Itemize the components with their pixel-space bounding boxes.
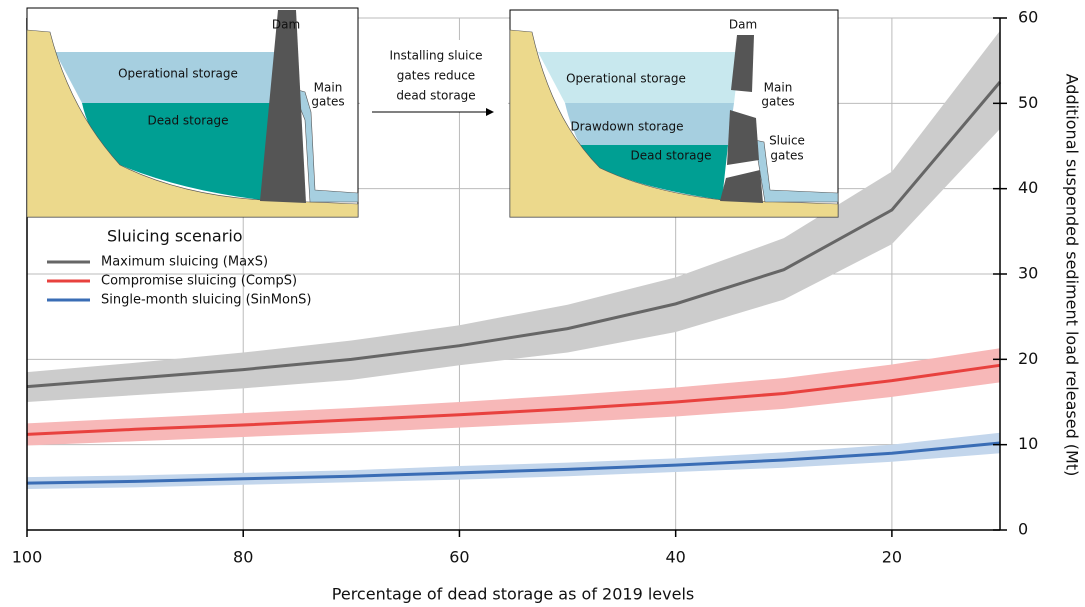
diagram-label: gates <box>761 95 794 109</box>
diagram-label: gates <box>311 95 344 109</box>
diagram-label: Operational storage <box>566 72 686 86</box>
legend-title: Sluicing scenario <box>107 227 243 246</box>
y-tick-label: 0 <box>1018 520 1028 539</box>
legend-label: Compromise sluicing (CompS) <box>101 274 297 289</box>
dead-area <box>82 103 272 200</box>
diagram-label: Dam <box>729 18 757 32</box>
x-tick-label: 40 <box>665 548 685 567</box>
series-line <box>26 441 1001 485</box>
drawdown-area <box>565 103 734 145</box>
x-axis-label: Percentage of dead storage as of 2019 le… <box>332 585 694 604</box>
diagram-before: Operational storage Dead storage Dam Mai… <box>26 7 359 218</box>
legend-label: Maximum sluicing (MaxS) <box>101 255 268 270</box>
diagram-label: gates <box>770 149 803 163</box>
y-tick-label: 60 <box>1018 8 1038 27</box>
ground <box>26 29 359 218</box>
arrow-label: dead storage <box>396 89 475 103</box>
diagram-label: Main <box>314 81 343 95</box>
arrow-bg <box>360 40 508 112</box>
x-tick-label: 20 <box>882 548 902 567</box>
diagram-label: Drawdown storage <box>570 120 683 134</box>
legend: Sluicing scenario Maximum sluicing (MaxS… <box>47 227 312 308</box>
diagram-after: Operational storage Drawdown storage Dea… <box>509 9 839 218</box>
y-tick-label: 20 <box>1018 349 1038 368</box>
diagram-label: Dam <box>272 18 300 32</box>
x-tick-label: 60 <box>449 548 469 567</box>
y-axis-label: Additional suspended sediment load relea… <box>1063 74 1082 477</box>
uncertainty-band <box>27 348 1000 446</box>
diagram-label: Operational storage <box>118 67 238 81</box>
legend-label: Single-month sluicing (SinMonS) <box>101 293 312 308</box>
series-line <box>26 363 1001 436</box>
arrow-label: Installing sluice <box>390 49 483 63</box>
arrow-head <box>486 108 494 116</box>
diagram-label: Sluice <box>769 134 805 148</box>
x-tick-label: 80 <box>233 548 253 567</box>
diagram-label: Dead storage <box>631 149 712 163</box>
diagram-label: Main <box>764 81 793 95</box>
diagram-label: Dead storage <box>148 114 229 128</box>
ground <box>509 29 839 218</box>
y-tick-label: 40 <box>1018 178 1038 197</box>
uncertainty-band <box>27 432 1000 490</box>
dam <box>260 10 306 203</box>
arrow-label: gates reduce <box>397 69 475 83</box>
y-tick-label: 30 <box>1018 264 1038 283</box>
outflow <box>297 89 359 203</box>
outflow <box>754 139 839 203</box>
dam <box>720 170 763 203</box>
y-tick-label: 50 <box>1018 93 1038 112</box>
y-tick-label: 10 <box>1018 434 1038 453</box>
dam <box>731 35 754 92</box>
operational-area <box>538 52 740 103</box>
dam <box>727 110 759 165</box>
diagram-arrow: Installing sluice gates reduce dead stor… <box>360 40 508 116</box>
operational-area <box>55 52 280 103</box>
dead-area <box>580 145 728 200</box>
series-line <box>26 81 1002 389</box>
uncertainty-band <box>27 30 1000 403</box>
x-tick-label: 100 <box>12 548 43 567</box>
